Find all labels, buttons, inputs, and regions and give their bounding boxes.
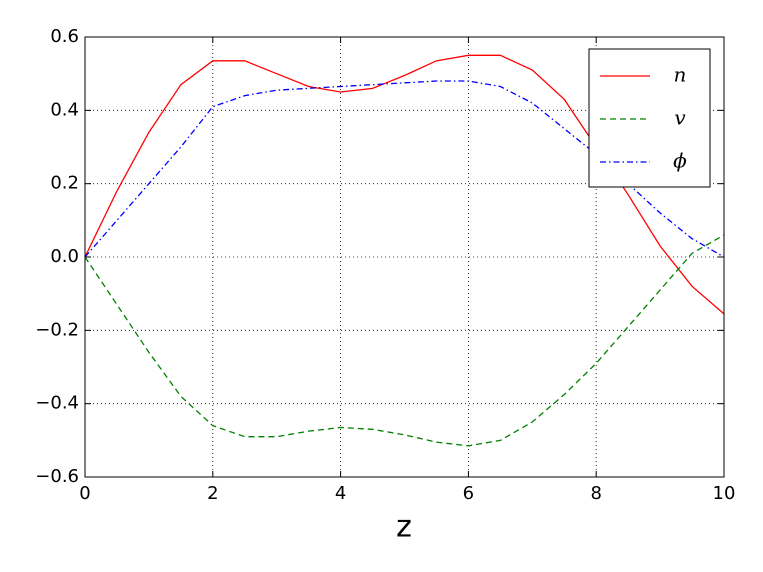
y-tick-label: 0.2 <box>50 173 79 194</box>
plot-frame <box>84 36 725 478</box>
legend-label: n <box>674 63 687 87</box>
y-tick-label: 0.4 <box>50 99 79 120</box>
y-tick-label: 0.0 <box>50 246 79 267</box>
x-axis-label: z <box>396 510 412 545</box>
x-tick-label: 6 <box>463 483 474 504</box>
legend-label: ϕ <box>673 149 687 173</box>
y-tick-label: −0.4 <box>35 393 79 414</box>
y-tick-label: 0.6 <box>50 26 79 47</box>
x-tick-label: 4 <box>335 483 346 504</box>
legend-label: v <box>674 106 686 130</box>
legend-box <box>588 48 711 188</box>
x-tick-label: 0 <box>79 483 90 504</box>
x-tick-label: 8 <box>590 483 601 504</box>
x-tick-label: 2 <box>207 483 218 504</box>
data-line <box>84 234 725 447</box>
y-tick-label: −0.6 <box>35 466 79 487</box>
y-tick-label: −0.2 <box>35 319 79 340</box>
x-tick-label: 10 <box>713 483 736 504</box>
